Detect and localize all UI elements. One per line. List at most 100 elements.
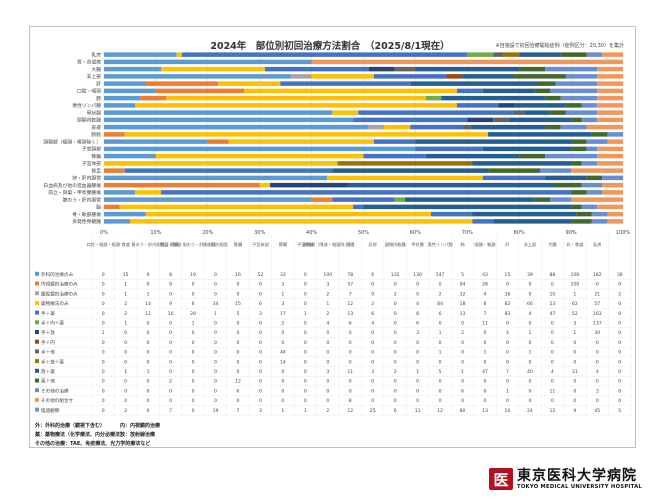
table-cell: 15 <box>123 272 129 278</box>
table-cell: 1 <box>124 369 127 375</box>
table-cell: 28 <box>482 282 488 288</box>
bar-segment <box>410 81 540 86</box>
table-cell: 0 <box>573 350 576 356</box>
table-cell: 0 <box>618 350 621 356</box>
table-cell: 0 <box>439 340 442 346</box>
table-cell: 0 <box>618 340 621 346</box>
bar-segment <box>270 182 348 188</box>
table-cell: 0 <box>214 340 217 346</box>
table-cell: 0 <box>326 398 329 404</box>
table-cell: 0 <box>192 359 195 365</box>
bar-segment <box>607 219 623 224</box>
x-tick-label: 70% <box>462 230 473 236</box>
bar-segment <box>581 117 598 123</box>
table-cell: 47 <box>482 369 488 375</box>
bar-segment <box>581 161 598 166</box>
table-cell: 4 <box>371 321 374 327</box>
bar-segment <box>405 197 535 202</box>
table-cell: 1 <box>124 291 127 297</box>
bar-segment <box>571 190 587 195</box>
table-cell: 0 <box>573 388 576 394</box>
bar-segment <box>555 81 598 86</box>
table-cell: 0 <box>192 350 195 356</box>
bar-segment <box>104 124 369 130</box>
table-cell: 1 <box>192 321 195 327</box>
category-label: 膵のう・肝内胆管 <box>63 196 102 203</box>
bar-segment <box>586 146 598 152</box>
table-cell: 0 <box>214 359 217 365</box>
bar-segment <box>586 124 623 130</box>
bar-segment <box>565 110 598 115</box>
table-cell: 0 <box>596 398 599 404</box>
table-cell: 0 <box>349 379 352 385</box>
table-cell: 0 <box>169 321 172 327</box>
bar-segment <box>539 81 556 86</box>
table-cell: 14 <box>145 301 151 307</box>
table-row-label: 手＋内 <box>41 339 55 346</box>
table-cell: 0 <box>147 321 150 327</box>
table-cell: 15 <box>235 301 241 307</box>
bar-segment <box>363 153 426 159</box>
table-cell: 12 <box>235 379 241 385</box>
table-cell: 0 <box>596 282 599 288</box>
table-cell: 0 <box>439 321 442 327</box>
table-cell: 0 <box>102 340 105 346</box>
legend-swatch <box>35 349 39 354</box>
table-cell: 0 <box>304 291 307 297</box>
table-cell: 0 <box>237 291 240 297</box>
table-cell: 5 <box>618 408 621 414</box>
table-cell: 0 <box>304 272 307 278</box>
chart-note: ※自施設で初回治療開始症例（症例区分：20,30）を集計 <box>495 43 624 49</box>
table-cell: 82 <box>505 301 511 307</box>
table-cell: 0 <box>618 379 621 385</box>
table-cell: 6 <box>394 408 397 414</box>
table-row-label: 腹腔鏡的治療のみ <box>41 290 78 297</box>
table-cell: 0 <box>259 291 262 297</box>
bar-segment <box>290 74 312 79</box>
table-cell: 0 <box>281 388 284 394</box>
chart-title: 2024年 部位別初回治療方法割合 （2025/8/1現在） <box>210 41 450 52</box>
table-header: 肝 <box>505 242 510 248</box>
category-label: 多発性骨髄腫 <box>72 218 101 225</box>
bar-segment <box>425 95 442 101</box>
bar-segment <box>550 197 572 202</box>
table-cell: 0 <box>237 321 240 327</box>
table-cell: 0 <box>551 398 554 404</box>
table-cell: 182 <box>593 272 602 278</box>
bar-segment <box>415 146 483 152</box>
bar-segment <box>472 211 577 217</box>
table-cell: 57 <box>347 282 353 288</box>
table-cell: 0 <box>371 282 374 288</box>
table-cell: 0 <box>214 330 217 336</box>
category-label: 大腸 <box>91 66 101 73</box>
table-header: 腎臓 <box>234 241 243 248</box>
bar-segment <box>482 146 572 152</box>
bar-segment <box>332 197 395 202</box>
table-cell: 0 <box>506 340 509 346</box>
table-cell: 0 <box>214 350 217 356</box>
table-cell: 0 <box>439 388 442 394</box>
table-cell: 1 <box>416 369 419 375</box>
table-cell: 0 <box>506 359 509 365</box>
table-header: 胃のう・肝内胆管 <box>131 241 165 248</box>
table-cell: 1 <box>304 408 307 414</box>
table-cell: 2 <box>169 379 172 385</box>
table-cell: 0 <box>461 321 464 327</box>
bar-segment <box>508 117 572 123</box>
category-label: 頭頸部（咽頭・喉頭除く） <box>43 138 101 145</box>
table-cell: 137 <box>593 321 602 327</box>
bar-segment <box>472 219 494 224</box>
bar-segment <box>482 175 546 181</box>
table-cell: 0 <box>281 330 284 336</box>
bar-segment <box>597 117 623 123</box>
table-cell: 0 <box>304 340 307 346</box>
table-cell: 100 <box>323 272 332 278</box>
table-cell: 0 <box>102 272 105 278</box>
bar-segment <box>104 59 312 65</box>
bar-segment <box>104 168 125 173</box>
table-cell: 0 <box>124 340 127 346</box>
bar-segment <box>488 132 592 137</box>
table-header: 頭頸内軟腫 <box>385 241 407 248</box>
table-cell: 0 <box>147 359 150 365</box>
bar-segment <box>104 117 354 123</box>
